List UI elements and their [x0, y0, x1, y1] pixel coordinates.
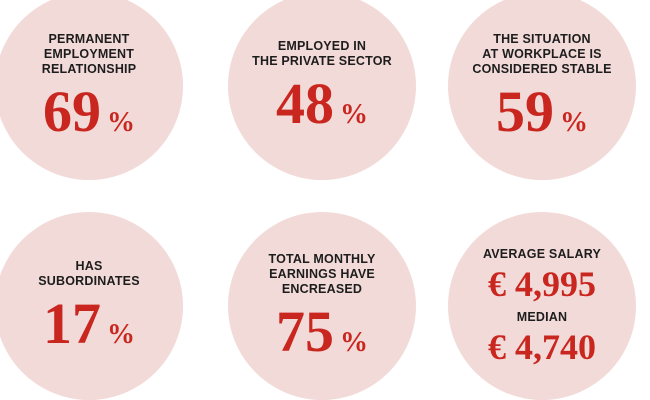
stat-value: 48% [276, 75, 368, 133]
stat-salary: AVERAGE SALARY € 4,995 MEDIAN € 4,740 [448, 212, 636, 400]
stat-workplace-stable: THE SITUATION AT WORKPLACE IS CONSIDERED… [448, 0, 636, 180]
average-salary-value: € 4,995 [488, 264, 596, 304]
percent-sign: % [560, 106, 588, 138]
percent-sign: % [107, 106, 135, 138]
stat-label: THE SITUATION AT WORKPLACE IS CONSIDERED… [472, 31, 612, 76]
percent-sign: % [107, 319, 135, 350]
stat-label: EMPLOYED IN THE PRIVATE SECTOR [252, 39, 392, 68]
median-value: € 4,740 [488, 327, 596, 367]
stat-value: 17% [43, 295, 135, 353]
stat-number: 59 [496, 78, 554, 144]
stat-permanent-employment: PERMANENT EMPLOYMENT RELATIONSHIP 69% [0, 0, 183, 180]
stat-number: 17 [43, 291, 101, 356]
percent-sign: % [340, 326, 368, 358]
stat-number: 69 [43, 78, 101, 144]
stat-number: 75 [276, 298, 334, 364]
average-salary-label: AVERAGE SALARY [482, 247, 602, 261]
stat-value: 75% [276, 302, 368, 361]
stat-number: 48 [276, 71, 334, 136]
stat-subordinates: HAS SUBORDINATES 17% [0, 212, 183, 400]
stat-label: HAS SUBORDINATES [38, 259, 140, 288]
stat-earnings-increased: TOTAL MONTHLY EARNINGS HAVE ENCREASED 75… [228, 212, 416, 400]
stat-private-sector: EMPLOYED IN THE PRIVATE SECTOR 48% [228, 0, 416, 180]
percent-sign: % [340, 99, 368, 130]
stat-label: PERMANENT EMPLOYMENT RELATIONSHIP [41, 31, 137, 76]
stat-label: TOTAL MONTHLY EARNINGS HAVE ENCREASED [268, 251, 376, 296]
stat-value: 69% [43, 82, 135, 141]
median-label: MEDIAN [516, 310, 568, 324]
stat-value: 59% [496, 82, 588, 141]
